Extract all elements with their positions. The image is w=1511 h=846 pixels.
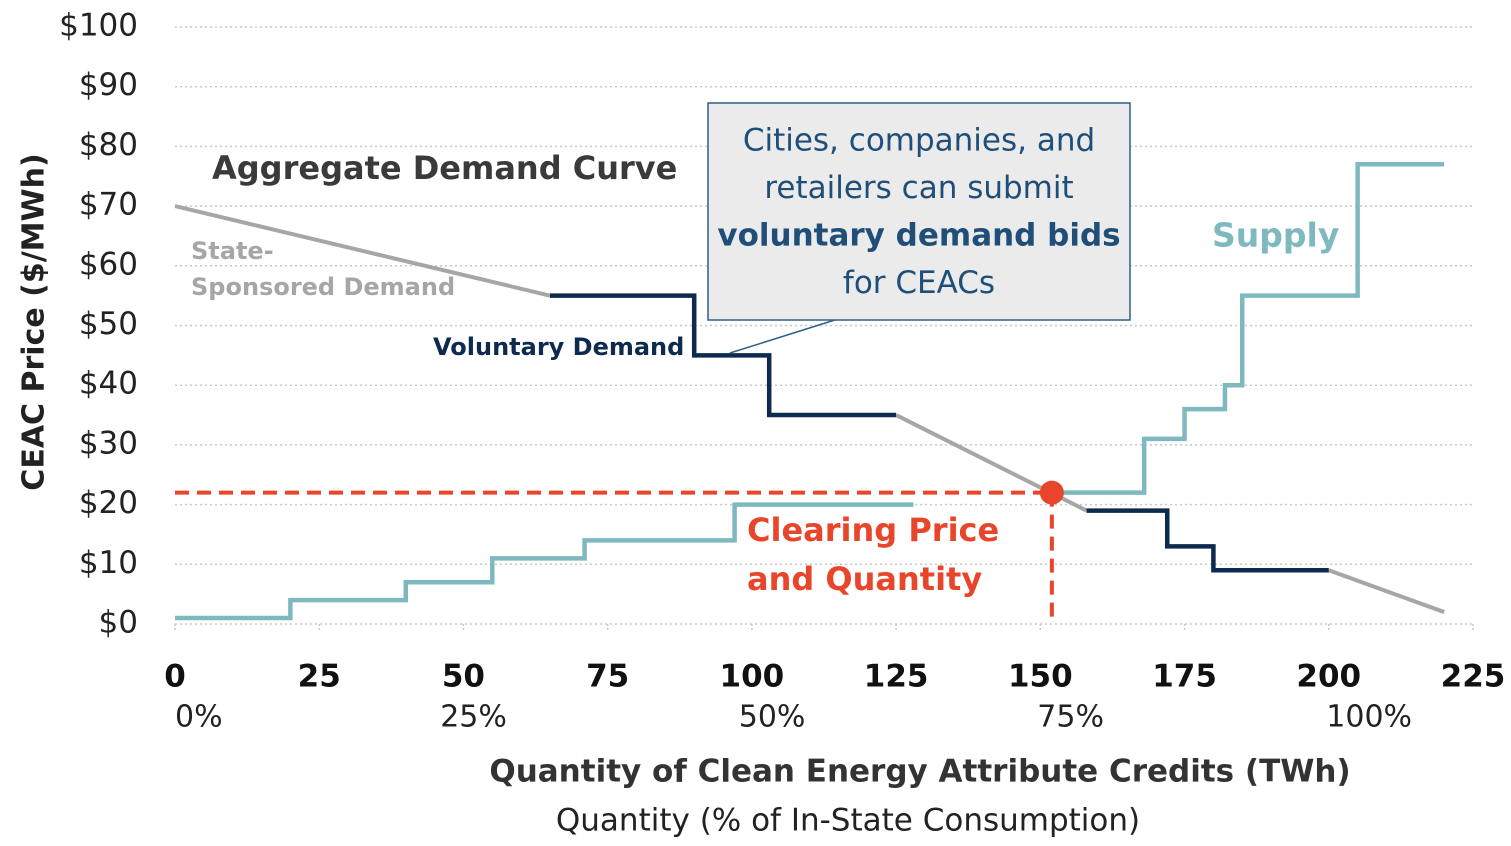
x-tick-label: 175: [1152, 659, 1217, 695]
x2-tick-label: 75%: [1037, 700, 1104, 735]
y-axis-label: CEAC Price ($/MWh): [17, 153, 52, 490]
y-tick-label: $80: [79, 127, 138, 163]
series-label: Supply: [1212, 216, 1339, 255]
callout-pointer: [729, 318, 839, 354]
y-tick-label: $60: [79, 246, 138, 282]
series-label: State- Sponsored Demand: [191, 237, 455, 301]
x2-axis-label: Quantity (% of In-State Consumption): [556, 803, 1140, 839]
clearing-guide: [175, 490, 1054, 624]
x-tick-label: 25: [298, 659, 341, 695]
series-label-line: State-: [191, 237, 274, 265]
x2-tick-label: 0%: [175, 700, 223, 735]
y-tick-label: $20: [79, 485, 138, 521]
y-tick-label: $0: [99, 605, 138, 641]
clearing-label: Clearing Price: [747, 511, 999, 549]
x-tick-label: 225: [1441, 659, 1506, 695]
y-tick-label: $50: [79, 306, 138, 342]
callout-text: Cities, companies, and: [743, 123, 1095, 159]
y-tick-label: $30: [79, 425, 138, 461]
callout-text: for CEACs: [843, 265, 995, 301]
x-tick-label: 125: [864, 659, 929, 695]
series-line: [549, 293, 1329, 573]
y-tick-label: $10: [79, 545, 138, 581]
x-tick-label: 50: [442, 659, 485, 695]
x-tick-label: 0: [164, 659, 186, 695]
y-tick-label: $70: [79, 187, 138, 223]
series-label-line: Sponsored Demand: [191, 273, 455, 301]
callout-box: [707, 102, 1131, 321]
x-tick-label: 100: [720, 659, 785, 695]
series-line: [175, 162, 1445, 621]
x-axis-label: Quantity of Clean Energy Attribute Credi…: [489, 754, 1350, 790]
clearing-label: and Quantity: [747, 560, 982, 598]
chart-title: Aggregate Demand Curve: [212, 149, 677, 187]
y-tick-label: $100: [59, 8, 138, 44]
callout-text: retailers can submit: [764, 170, 1073, 206]
x2-tick-label: 100%: [1326, 700, 1412, 735]
x-tick-label: 75: [586, 659, 629, 695]
y-tick-label: $90: [79, 67, 138, 103]
x-tick-label: 200: [1296, 659, 1361, 695]
y-tick-label: $40: [79, 366, 138, 402]
x2-tick-label: 50%: [739, 700, 806, 735]
x2-tick-label: 25%: [440, 700, 507, 735]
callout-text: voluntary demand bids: [717, 218, 1120, 254]
x-tick-label: 150: [1008, 659, 1073, 695]
series-label: Voluntary Demand: [433, 333, 684, 361]
clearing-point: [1039, 480, 1064, 505]
